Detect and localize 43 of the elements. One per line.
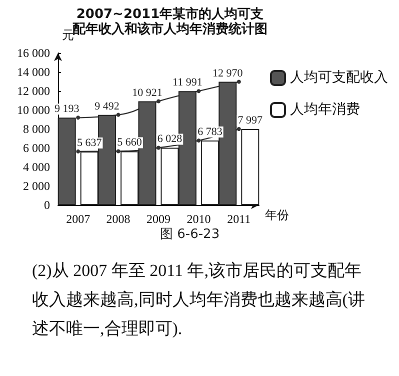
bar [241, 129, 260, 205]
x-tick-label: 2010 [186, 212, 211, 226]
chart-title: 2007~2011年某市的人均可支配年收入和该市人均年消费统计图 [72, 6, 268, 37]
legend-label: 人均可支配收入 [290, 70, 388, 86]
y-tick-label: 10 000 [17, 103, 50, 117]
text: 6 783 [198, 126, 222, 138]
y-tick-label: 6 000 [23, 141, 50, 155]
text: 5 637 [76, 136, 102, 149]
point [76, 116, 80, 120]
point [196, 138, 201, 143]
y-tick-label: 16 000 [17, 46, 50, 60]
text: 12 970 [212, 67, 243, 80]
y-axis-title: 元 [62, 28, 74, 42]
y-tick-label: 2 000 [23, 179, 50, 193]
point [76, 149, 80, 154]
text: 11 991 [172, 76, 202, 89]
text: 9 193 [54, 103, 80, 116]
x-tick-label: 2011 [227, 212, 251, 226]
point [116, 149, 120, 154]
y-tick-label: 12 000 [17, 84, 50, 98]
point [156, 146, 160, 150]
y-tick-label: 4 000 [23, 160, 50, 174]
x-tick-label: 2007 [66, 212, 90, 226]
caption: 图 6-6-23 [160, 227, 220, 242]
point [236, 80, 241, 84]
y-tick-label: 14 000 [17, 65, 50, 79]
text: (2)从 2007 年至 2011 年,该市居民的可支配年收入越来越高,同时人均年消费也越来越高(讲述不唯一,合理即可). [32, 261, 365, 338]
point [236, 127, 241, 132]
y-tick-label: 8 000 [23, 122, 50, 136]
text: 5 660 [117, 136, 142, 149]
text: 6 028 [157, 133, 182, 146]
bar [58, 118, 76, 205]
point [196, 89, 201, 94]
point [156, 99, 160, 104]
text: 7 997 [238, 114, 263, 127]
x-axis-title: 年份 [265, 208, 289, 222]
x-tick-label: 2009 [146, 212, 170, 226]
y-tick-label: 0 [44, 198, 50, 212]
text: 9 492 [94, 100, 120, 112]
point [116, 112, 120, 117]
legend-label: 人均年消费 [290, 102, 360, 118]
text: 10 921 [132, 86, 162, 99]
x-tick-label: 2008 [106, 212, 130, 226]
